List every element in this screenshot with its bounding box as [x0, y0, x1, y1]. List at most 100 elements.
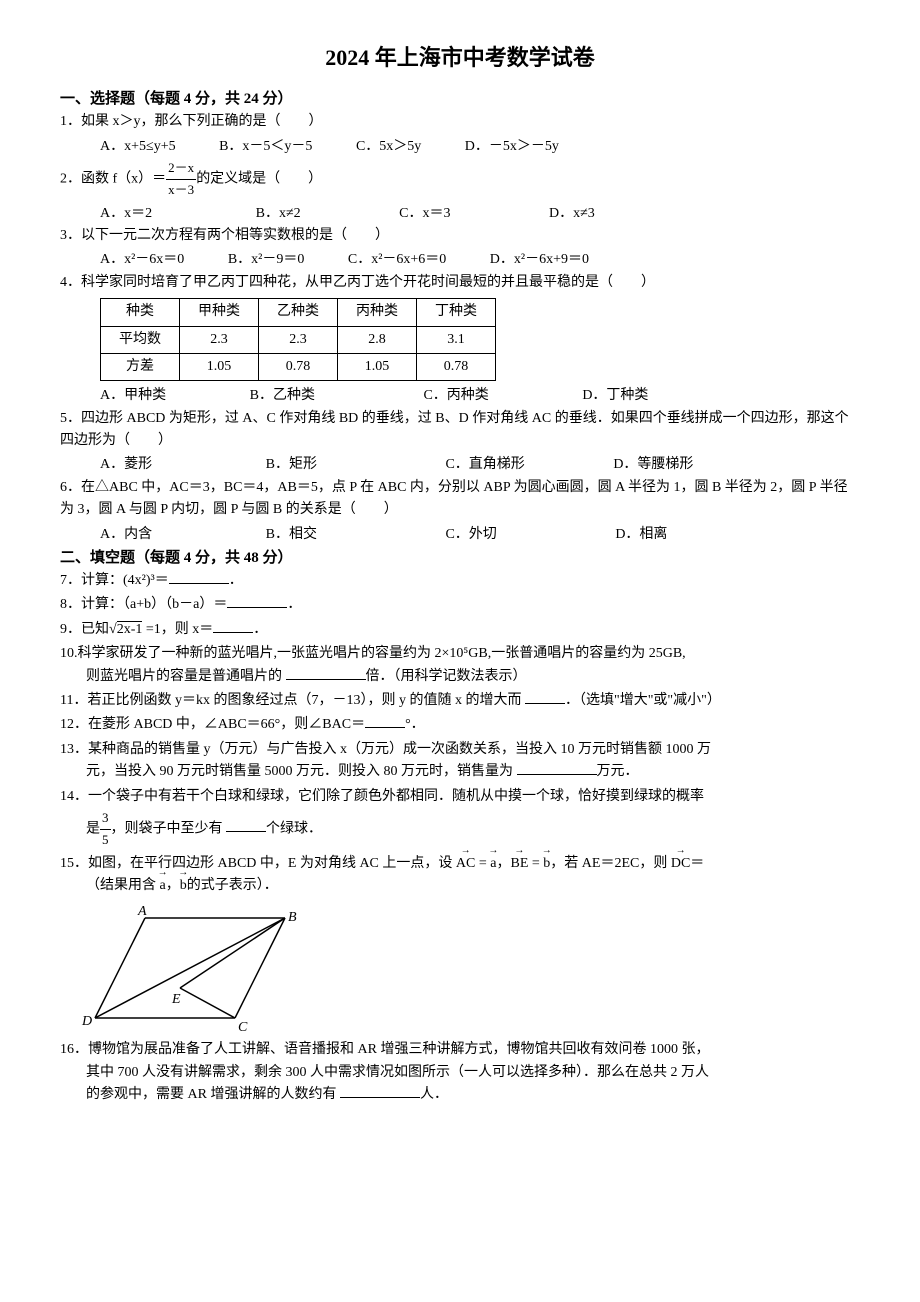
- q3-optB: B．x²－9＝0: [228, 249, 305, 271]
- row1-label: 平均数: [101, 326, 180, 353]
- q4-optD: D．丁种类: [582, 385, 648, 407]
- q5-optA: A．菱形: [100, 454, 152, 476]
- q6-optD: D．相离: [615, 524, 667, 546]
- r1c1: 2.3: [180, 326, 259, 353]
- q6-options: A．内含 B．相交 C．外切 D．相离: [60, 524, 860, 546]
- q10-line2: 则蓝光唱片的容量是普通唱片的 倍．（用科学记数法表示）: [60, 666, 860, 688]
- vec-b2: b: [180, 875, 187, 897]
- q16-blank: [340, 1084, 420, 1098]
- q1-optB: B．x－5＜y－5: [219, 136, 312, 158]
- q16-line2: 其中 700 人没有讲解需求，剩余 300 人中需求情况如图所示（一人可以选择多…: [60, 1062, 860, 1084]
- q11-text: 11．若正比例函数 y＝kx 的图象经过点（7，－13），则 y 的值随 x 的…: [60, 693, 525, 708]
- q9: 9．已知√2x-1 =1，则 x＝．: [60, 619, 860, 641]
- q2: 2．函数 f（x）＝2－xx－3的定义域是（ ）: [60, 158, 860, 201]
- q9-blank: [213, 619, 253, 633]
- q7-text: 7．计算：(4x²)³＝: [60, 573, 169, 588]
- q6-optC: C．外切: [445, 524, 496, 546]
- q4-table: 种类 甲种类 乙种类 丙种类 丁种类 平均数 2.3 2.3 2.8 3.1 方…: [100, 298, 496, 381]
- q11-suffix: ．（选填"增大"或"减小"）: [565, 693, 721, 708]
- vec-AC: AC: [456, 853, 475, 875]
- q16: 16．博物馆为展品准备了人工讲解、语音播报和 AR 增强三种讲解方式，博物馆共回…: [60, 1039, 860, 1106]
- svg-text:B: B: [288, 910, 297, 925]
- q1-optC: C．5x＞5y: [356, 136, 421, 158]
- q13-blank: [517, 761, 597, 775]
- q12-prefix: 12．在菱形 ABCD 中，∠ABC＝66°，则∠BAC＝: [60, 717, 365, 732]
- q9-sqrt: √2x-1: [109, 621, 142, 637]
- table-row-variance: 方差 1.05 0.78 1.05 0.78: [101, 353, 496, 380]
- table-header-row: 种类 甲种类 乙种类 丙种类 丁种类: [101, 299, 496, 326]
- q10-blank: [286, 666, 366, 680]
- q15: 15．如图，在平行四边形 ABCD 中，E 为对角线 AC 上一点，设 AC =…: [60, 853, 860, 898]
- q5-options: A．菱形 B．矩形 C．直角梯形 D．等腰梯形: [60, 454, 860, 476]
- q10-line1: 10.科学家研发了一种新的蓝光唱片,一张蓝光唱片的容量约为 2×10⁵GB,一张…: [60, 643, 860, 665]
- q2-prefix: 2．函数 f（x）＝: [60, 171, 166, 186]
- q14-fraction: 35: [100, 808, 111, 851]
- q5: 5．四边形 ABCD 为矩形，过 A、C 作对角线 BD 的垂线，过 B、D 作…: [60, 408, 860, 453]
- q13: 13．某种商品的销售量 y（万元）与广告投入 x（万元）成一次函数关系，当投入 …: [60, 739, 860, 784]
- q7: 7．计算：(4x²)³＝．: [60, 570, 860, 592]
- q7-blank: [169, 570, 229, 584]
- q3-optC: C．x²－6x+6＝0: [348, 249, 446, 271]
- q2-fraction: 2－xx－3: [166, 158, 196, 201]
- q14: 14．一个袋子中有若干个白球和绿球，它们除了颜色外都相同．随机从中摸一个球，恰好…: [60, 786, 860, 851]
- q5-text: 5．四边形 ABCD 为矩形，过 A、C 作对角线 BD 的垂线，过 B、D 作…: [60, 411, 849, 448]
- vec-DC: DC: [671, 853, 690, 875]
- q1-options: A．x+5≤y+5 B．x－5＜y－5 C．5x＞5y D．－5x＞－5y: [60, 136, 860, 158]
- th-3: 丙种类: [338, 299, 417, 326]
- q4-options: A．甲种类 B．乙种类 C．丙种类 D．丁种类: [60, 385, 860, 407]
- r1c3: 2.8: [338, 326, 417, 353]
- q2-optC: C．x＝3: [399, 203, 450, 225]
- q12-suffix: °．: [405, 717, 425, 732]
- svg-text:C: C: [238, 1020, 248, 1033]
- vec-BE: BE: [510, 853, 528, 875]
- r2c2: 0.78: [259, 353, 338, 380]
- section2-header: 二、填空题（每题 4 分，共 48 分）: [60, 546, 860, 570]
- q13-line1: 13．某种商品的销售量 y（万元）与广告投入 x（万元）成一次函数关系，当投入 …: [60, 739, 860, 761]
- q1-optA: A．x+5≤y+5: [100, 136, 176, 158]
- q2-suffix: 的定义域是（ ）: [196, 171, 322, 186]
- r1c4: 3.1: [417, 326, 496, 353]
- q16-line1: 16．博物馆为展品准备了人工讲解、语音播报和 AR 增强三种讲解方式，博物馆共回…: [60, 1039, 860, 1061]
- q15-diagram: A B C D E: [80, 903, 300, 1033]
- th-1: 甲种类: [180, 299, 259, 326]
- q4-optC: C．丙种类: [423, 385, 488, 407]
- q9-mid: =1，则 x＝: [142, 622, 213, 637]
- q10: 10.科学家研发了一种新的蓝光唱片,一张蓝光唱片的容量约为 2×10⁵GB,一张…: [60, 643, 860, 688]
- vec-a: a: [490, 853, 496, 875]
- q12: 12．在菱形 ABCD 中，∠ABC＝66°，则∠BAC＝ °．: [60, 714, 860, 736]
- q3: 3．以下一元二次方程有两个相等实数根的是（ ）: [60, 225, 860, 247]
- section1-header: 一、选择题（每题 4 分，共 24 分）: [60, 87, 860, 111]
- q8-text: 8．计算：（a+b）（b－a）＝: [60, 597, 227, 612]
- q12-blank: [365, 714, 405, 728]
- q6-optB: B．相交: [266, 524, 317, 546]
- r2c3: 1.05: [338, 353, 417, 380]
- q4-optA: A．甲种类: [100, 385, 166, 407]
- q4-text: 4．科学家同时培育了甲乙丙丁四种花，从甲乙丙丁选个开花时间最短的并且最平稳的是（…: [60, 275, 655, 290]
- q14-blank: [226, 818, 266, 832]
- q8-suffix: ．: [287, 597, 301, 612]
- q6-optA: A．内含: [100, 524, 152, 546]
- q3-optD: D．x²－6x+9＝0: [490, 249, 589, 271]
- q5-optD: D．等腰梯形: [613, 454, 693, 476]
- q2-options: A．x＝2 B．x≠2 C．x＝3 D．x≠3: [60, 203, 860, 225]
- q1-text: 1．如果 x＞y，那么下列正确的是（ ）: [60, 114, 323, 129]
- svg-text:D: D: [81, 1014, 92, 1029]
- q5-optB: B．矩形: [266, 454, 317, 476]
- q9-suffix: ．: [253, 622, 267, 637]
- table-row-mean: 平均数 2.3 2.3 2.8 3.1: [101, 326, 496, 353]
- svg-text:A: A: [137, 904, 147, 919]
- q2-optA: A．x＝2: [100, 203, 152, 225]
- q4: 4．科学家同时培育了甲乙丙丁四种花，从甲乙丙丁选个开花时间最短的并且最平稳的是（…: [60, 272, 860, 294]
- q16-line3: 的参观中，需要 AR 增强讲解的人数约有 人．: [60, 1084, 860, 1106]
- exam-title: 2024 年上海市中考数学试卷: [60, 40, 860, 75]
- q2-optB: B．x≠2: [256, 203, 301, 225]
- q14-line1: 14．一个袋子中有若干个白球和绿球，它们除了颜色外都相同．随机从中摸一个球，恰好…: [60, 786, 860, 808]
- q8: 8．计算：（a+b）（b－a）＝ ．: [60, 594, 860, 616]
- r2c4: 0.78: [417, 353, 496, 380]
- q5-optC: C．直角梯形: [445, 454, 524, 476]
- svg-text:E: E: [171, 992, 181, 1007]
- vec-a2: a: [160, 875, 166, 897]
- q15-line2: （结果用含 a，b的式子表示）．: [60, 875, 860, 897]
- th-2: 乙种类: [259, 299, 338, 326]
- vec-b: b: [543, 853, 550, 875]
